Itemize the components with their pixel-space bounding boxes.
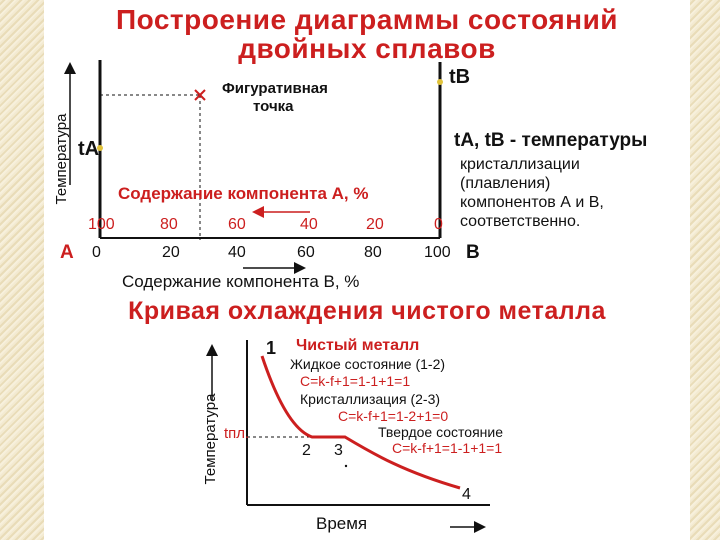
solid-state-label: Твердое состояние [378, 424, 504, 440]
pure-metal-label: Чистый металл [296, 337, 420, 354]
right-decorative-border [690, 0, 720, 540]
temperature-note-line-3: (плавления) [460, 175, 551, 192]
a-tick-label: 60 [228, 216, 246, 233]
crystallization-end-dot [344, 464, 348, 468]
cooling-curve-title: Кривая охлаждения чистого металла [128, 297, 606, 325]
temperature-note-line-4: компонентов А и В, [460, 194, 604, 211]
figurative-point-marker [194, 89, 206, 101]
crystallization-label: Кристаллизация (2-3) [300, 391, 441, 407]
left-decorative-border [0, 0, 44, 540]
b-tick-label: 100 [424, 244, 451, 261]
melting-temperature-label: tпл. [224, 425, 250, 442]
ta-label: tA [78, 138, 100, 160]
a-tick-label: 20 [366, 216, 384, 233]
a-tick-label: 0 [434, 216, 443, 233]
b-tick-label: 0 [92, 244, 101, 261]
tb-label: tB [449, 66, 471, 88]
liquid-state-label: Жидкое состояние (1-2) [290, 356, 446, 372]
point-ta [97, 145, 103, 151]
temperature-note-line-2: кристаллизации [460, 156, 580, 173]
a-tick-label: 100 [88, 216, 115, 233]
temperature-note-line-1: tA, tB - температуры [454, 130, 648, 151]
component-b-caption: Содержание компонента В, % [122, 272, 360, 291]
cooling-y-axis-label: Температура [202, 393, 219, 485]
point-tb [437, 79, 443, 85]
cooling-curve-line [260, 355, 461, 490]
b-tick-label: 80 [364, 244, 382, 261]
curve-point-1: 1 [266, 338, 277, 358]
b-tick-label: 60 [297, 244, 315, 261]
crystallization-formula: C=k-f+1=1-2+1=0 [338, 408, 449, 424]
slide-title-line-2: двойных сплавов [238, 33, 496, 64]
a-tick-label: 80 [160, 216, 178, 233]
liquid-state-formula: C=k-f+1=1-1+1=1 [300, 373, 411, 389]
curve-point-2: 2 [302, 442, 311, 459]
component-a-symbol: A [60, 242, 74, 263]
figurative-point-label-2: точка [253, 98, 294, 115]
temperature-note-line-5: соответственно. [460, 213, 581, 230]
a-tick-label: 40 [300, 216, 318, 233]
time-axis-label: Время [316, 514, 368, 533]
figurative-point-label-1: Фигуративная [222, 80, 328, 97]
curve-point-3: 3 [334, 442, 343, 459]
solid-state-formula: C=k-f+1=1-1+1=1 [392, 440, 503, 456]
curve-point-4: 4 [462, 486, 471, 503]
b-tick-label: 40 [228, 244, 246, 261]
component-a-caption: Содержание компонента А, % [118, 184, 369, 203]
component-b-symbol: B [466, 242, 480, 263]
b-tick-label: 20 [162, 244, 180, 261]
slide-title-line-1: Построение диаграммы состояний [115, 4, 619, 35]
